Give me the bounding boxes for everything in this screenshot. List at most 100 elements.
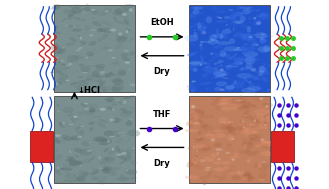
Ellipse shape (205, 66, 211, 68)
Ellipse shape (198, 120, 205, 124)
Ellipse shape (261, 70, 269, 75)
Ellipse shape (66, 80, 69, 81)
Ellipse shape (214, 167, 224, 172)
Ellipse shape (68, 161, 81, 167)
Ellipse shape (210, 153, 217, 158)
Ellipse shape (263, 63, 266, 65)
Ellipse shape (67, 55, 79, 62)
Bar (189, 96, 270, 183)
Ellipse shape (89, 142, 90, 143)
Ellipse shape (111, 159, 113, 160)
Ellipse shape (113, 10, 123, 16)
Ellipse shape (119, 34, 128, 39)
Ellipse shape (235, 125, 242, 130)
Ellipse shape (254, 182, 261, 183)
Ellipse shape (199, 159, 206, 162)
Ellipse shape (256, 34, 267, 39)
Ellipse shape (259, 179, 265, 181)
Ellipse shape (123, 17, 129, 25)
Ellipse shape (190, 111, 197, 114)
Ellipse shape (186, 121, 200, 125)
Ellipse shape (61, 64, 66, 65)
Ellipse shape (54, 149, 58, 152)
Ellipse shape (259, 66, 268, 72)
Ellipse shape (197, 114, 204, 118)
Ellipse shape (71, 136, 81, 140)
Ellipse shape (59, 122, 63, 124)
Ellipse shape (55, 32, 61, 34)
Ellipse shape (241, 81, 246, 83)
Ellipse shape (52, 4, 61, 10)
Ellipse shape (265, 103, 273, 107)
Ellipse shape (95, 168, 98, 173)
Ellipse shape (192, 116, 202, 123)
Ellipse shape (86, 57, 88, 59)
Ellipse shape (197, 137, 203, 141)
Ellipse shape (112, 63, 114, 64)
Ellipse shape (199, 44, 203, 50)
Ellipse shape (202, 125, 214, 130)
Ellipse shape (116, 36, 127, 43)
Ellipse shape (125, 120, 128, 122)
Ellipse shape (62, 135, 68, 139)
Ellipse shape (121, 4, 134, 9)
Ellipse shape (189, 181, 192, 183)
Ellipse shape (242, 49, 245, 55)
Ellipse shape (84, 107, 90, 111)
Ellipse shape (191, 6, 199, 10)
Ellipse shape (259, 66, 265, 73)
Ellipse shape (123, 156, 132, 161)
Ellipse shape (248, 38, 257, 43)
Ellipse shape (238, 105, 249, 110)
Ellipse shape (95, 66, 104, 71)
Ellipse shape (58, 81, 62, 85)
Ellipse shape (238, 116, 244, 117)
Ellipse shape (104, 157, 110, 161)
Ellipse shape (228, 123, 237, 125)
Ellipse shape (68, 124, 74, 125)
Ellipse shape (62, 18, 66, 22)
Ellipse shape (256, 22, 261, 25)
Ellipse shape (122, 13, 127, 16)
Ellipse shape (244, 171, 250, 177)
Ellipse shape (89, 127, 93, 131)
Ellipse shape (125, 137, 131, 143)
Ellipse shape (247, 26, 251, 33)
Ellipse shape (233, 19, 239, 24)
Ellipse shape (76, 176, 86, 181)
Ellipse shape (65, 73, 68, 78)
Ellipse shape (189, 162, 193, 166)
Ellipse shape (252, 114, 254, 115)
Ellipse shape (206, 170, 210, 171)
Ellipse shape (69, 160, 78, 165)
Ellipse shape (120, 111, 131, 117)
Ellipse shape (198, 130, 201, 135)
Ellipse shape (79, 149, 92, 156)
Ellipse shape (193, 32, 198, 38)
Ellipse shape (231, 83, 235, 85)
Ellipse shape (228, 9, 233, 11)
Ellipse shape (90, 170, 99, 175)
Ellipse shape (66, 123, 69, 128)
Ellipse shape (213, 143, 222, 147)
Ellipse shape (218, 60, 224, 63)
Ellipse shape (261, 139, 265, 141)
Ellipse shape (77, 48, 81, 51)
Bar (271, 131, 294, 162)
Ellipse shape (81, 103, 88, 108)
Ellipse shape (244, 36, 247, 39)
Ellipse shape (211, 132, 218, 137)
Ellipse shape (55, 82, 59, 85)
Ellipse shape (80, 165, 81, 166)
Ellipse shape (241, 122, 247, 125)
Ellipse shape (249, 81, 252, 84)
Ellipse shape (113, 90, 115, 91)
Ellipse shape (99, 32, 104, 33)
Ellipse shape (216, 65, 224, 67)
Ellipse shape (97, 121, 106, 128)
Ellipse shape (107, 170, 117, 176)
Ellipse shape (240, 101, 251, 108)
Ellipse shape (266, 88, 271, 92)
Ellipse shape (107, 100, 113, 102)
Ellipse shape (99, 119, 108, 122)
